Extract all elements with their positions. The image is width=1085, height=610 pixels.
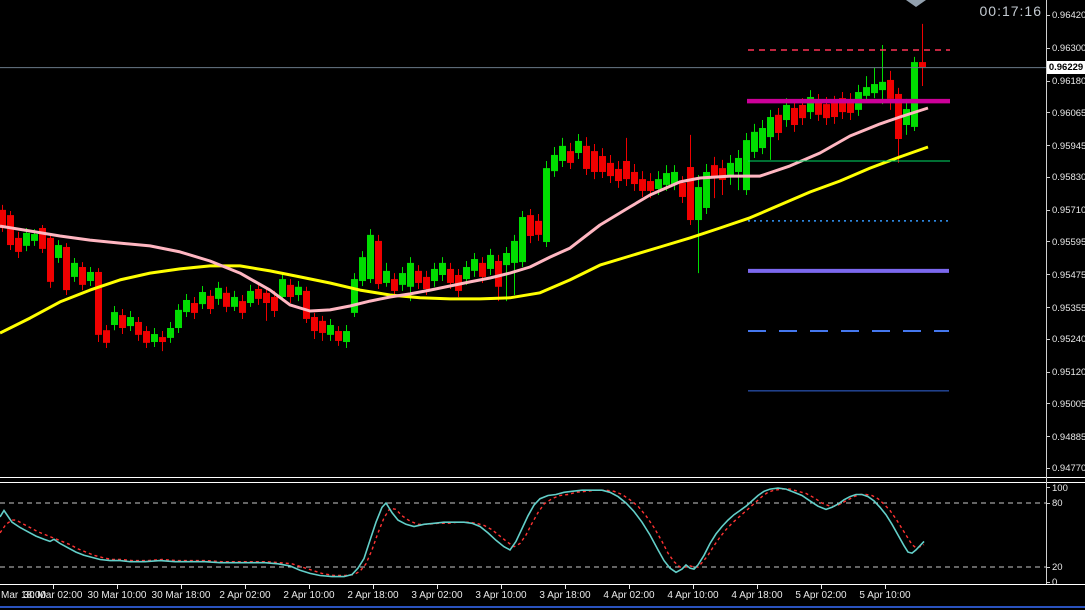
price-label: 0.96300: [1052, 43, 1085, 55]
time-label: 4 Apr 02:00: [603, 590, 655, 601]
price-chart-pane[interactable]: [0, 0, 1085, 478]
price-axis[interactable]: 0.96420 0.96300 0.96180 0.96065 0.95945 0.958…: [1046, 0, 1085, 588]
price-label: 0.94885: [1052, 431, 1085, 443]
price-tick: [1046, 338, 1050, 340]
pane-separator-inner: [0, 482, 1085, 483]
price-label: 0.95595: [1052, 236, 1085, 248]
time-label: Mar 18:00: [1, 590, 47, 601]
time-tick: [181, 585, 182, 589]
time-tick: [821, 585, 822, 589]
triangle-down-marker: [906, 0, 926, 7]
price-label: 0.96065: [1052, 107, 1085, 119]
time-tick: [309, 585, 310, 589]
oscillator-scale-label: 100: [1052, 482, 1068, 494]
price-tick: [1046, 467, 1050, 469]
time-tick: [565, 585, 566, 589]
time-tick: [53, 585, 54, 589]
time-tick: [117, 585, 118, 589]
price-label: 0.95355: [1052, 302, 1085, 314]
oscillator-tick: [1046, 502, 1050, 504]
time-label: 4 Apr 18:00: [731, 590, 783, 601]
server-clock: 00:17:16: [979, 3, 1042, 19]
price-label: 0.95945: [1052, 140, 1085, 152]
time-label: 30 Mar 02:00: [23, 590, 83, 601]
oscillator-tick: [1046, 566, 1050, 568]
price-label: 0.94770: [1052, 463, 1085, 475]
time-label: 2 Apr 18:00: [347, 590, 399, 601]
ma-slow-yellow-line: [0, 145, 929, 335]
price-tick: [1046, 274, 1050, 276]
time-axis-separator: [0, 584, 1085, 585]
time-tick: [885, 585, 886, 589]
time-tick: [245, 585, 246, 589]
oscillator-main-line: [0, 487, 925, 578]
oscillator-tick: [1046, 487, 1050, 489]
ma-fast-pink-line: [0, 106, 929, 313]
time-tick: [693, 585, 694, 589]
price-label: 0.95475: [1052, 269, 1085, 281]
oscillator-scale-label: 80: [1052, 498, 1063, 509]
time-tick: [373, 585, 374, 589]
time-label: 2 Apr 10:00: [283, 590, 335, 601]
time-label: 3 Apr 02:00: [411, 590, 463, 601]
time-label: 5 Apr 02:00: [795, 590, 847, 601]
time-label: 5 Apr 10:00: [859, 590, 911, 601]
time-tick: [501, 585, 502, 589]
price-tick: [1046, 145, 1050, 147]
price-tick: [1046, 112, 1050, 114]
price-tick: [1046, 14, 1050, 16]
oscillator-scale-label: 20: [1052, 562, 1063, 573]
price-axis-border: [1046, 0, 1047, 584]
time-tick: [757, 585, 758, 589]
time-label: 30 Mar 18:00: [151, 590, 211, 601]
price-tick: [1046, 209, 1050, 211]
oscillator-tick: [1046, 581, 1050, 583]
price-tick: [1046, 241, 1050, 243]
price-label: 0.96180: [1052, 76, 1085, 88]
time-label: 3 Apr 10:00: [475, 590, 527, 601]
pane-separator[interactable]: [0, 477, 1085, 478]
price-tick: [1046, 176, 1050, 178]
time-label: 4 Apr 10:00: [667, 590, 719, 601]
time-tick: [629, 585, 630, 589]
time-label: 3 Apr 18:00: [539, 590, 591, 601]
price-label: 0.95120: [1052, 367, 1085, 379]
price-tick: [1046, 403, 1050, 405]
price-tick: [1046, 436, 1050, 438]
window-bottom-border: [0, 606, 1085, 608]
time-label: 30 Mar 10:00: [87, 590, 147, 601]
price-label: 0.96420: [1052, 10, 1085, 22]
price-tick: [1046, 80, 1050, 82]
price-label: 0.95240: [1052, 334, 1085, 346]
oscillator-scale-label: 0: [1052, 577, 1058, 589]
price-tick: [1046, 47, 1050, 49]
current-price-tag: 0.96229: [1047, 61, 1085, 75]
oscillator-signal-line: [0, 488, 925, 577]
price-tick: [1046, 371, 1050, 373]
price-label: 0.95830: [1052, 172, 1085, 184]
oscillator-pane[interactable]: [0, 478, 1085, 584]
candles-group: [0, 23, 926, 352]
time-tick: [437, 585, 438, 589]
price-tick: [1046, 307, 1050, 309]
price-label: 0.95005: [1052, 398, 1085, 410]
time-label: 2 Apr 02:00: [219, 590, 271, 601]
price-label: 0.95710: [1052, 205, 1085, 217]
time-axis[interactable]: Mar 18:00 30 Mar 02:00 30 Mar 10:00 30 Mar …: [0, 585, 1085, 606]
